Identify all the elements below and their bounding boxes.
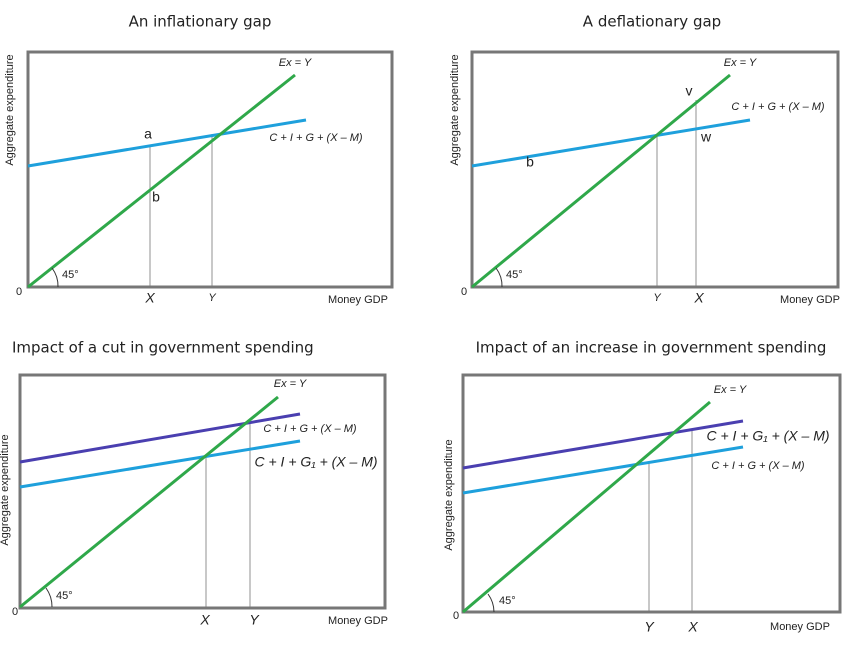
line-label: Ex = Y	[724, 57, 757, 69]
45-degree-line	[471, 73, 731, 289]
panel-title: Impact of an increase in government spen…	[476, 339, 827, 357]
expenditure-line	[471, 118, 751, 168]
point-label: b	[526, 154, 534, 170]
line-label: C + I + G + (X – M)	[711, 460, 805, 472]
panel: Impact of an increase in government spen…	[443, 339, 842, 635]
x-mark: Y	[653, 292, 661, 304]
x-mark: Y	[208, 292, 216, 304]
45-degree-line	[27, 73, 296, 289]
line-label: C + I + G₁ + (X – M)	[254, 454, 377, 470]
angle-label: 45°	[506, 269, 523, 281]
expenditure-line	[462, 445, 744, 495]
panel-title: A deflationary gap	[583, 13, 721, 31]
plot-frame	[18, 373, 387, 610]
x-axis-label: Money GDP	[328, 294, 388, 306]
line-label: C + I + G + (X – M)	[731, 101, 825, 113]
x-mark: X	[199, 612, 210, 628]
origin-label: 0	[12, 606, 18, 618]
angle-arc	[487, 593, 495, 613]
origin-label: 0	[461, 286, 467, 298]
x-axis-label: Money GDP	[780, 294, 840, 306]
angle-label: 45°	[62, 269, 79, 281]
plot-frame	[461, 373, 842, 614]
panel: Impact of a cut in government spending A…	[0, 339, 388, 628]
point-label: a	[144, 126, 152, 142]
origin-label: 0	[453, 610, 459, 622]
45-degree-line	[19, 395, 279, 609]
angle-label: 45°	[499, 595, 516, 607]
y-axis-label: Aggregate expenditure	[4, 54, 16, 165]
y-axis-label: Aggregate expenditure	[443, 439, 455, 550]
angle-arc	[45, 587, 53, 608]
line-label: C + I + G + (X – M)	[263, 423, 357, 435]
angle-arc	[51, 267, 59, 288]
x-mark: X	[687, 619, 698, 635]
panel: An inflationary gap Aggregate expenditur…	[4, 13, 394, 306]
line-label: Ex = Y	[714, 384, 747, 396]
x-axis-label: Money GDP	[770, 621, 830, 633]
45-degree-line	[462, 400, 711, 614]
plot-frame	[26, 50, 394, 289]
point-label: v	[686, 83, 693, 99]
expenditure-line	[19, 412, 301, 464]
panel-title: Impact of a cut in government spending	[12, 339, 314, 357]
x-mark: X	[693, 290, 704, 306]
expenditure-line	[27, 118, 307, 168]
line-label: Ex = Y	[274, 378, 307, 390]
line-label: Ex = Y	[279, 57, 312, 69]
x-mark: Y	[249, 612, 260, 628]
panel: A deflationary gap Aggregate expenditure…	[449, 13, 840, 306]
angle-label: 45°	[56, 590, 73, 602]
x-axis-label: Money GDP	[328, 615, 388, 627]
point-label: w	[700, 129, 712, 145]
y-axis-label: Aggregate expenditure	[449, 54, 461, 165]
point-label: b	[152, 189, 160, 205]
origin-label: 0	[16, 286, 22, 298]
panel-title: An inflationary gap	[129, 13, 272, 31]
y-axis-label: Aggregate expenditure	[0, 434, 11, 545]
x-mark: X	[144, 290, 155, 306]
x-mark: Y	[644, 619, 655, 635]
expenditure-line	[19, 439, 301, 489]
line-label: C + I + G + (X – M)	[269, 132, 363, 144]
angle-arc	[495, 267, 503, 288]
line-label: C + I + G₁ + (X – M)	[706, 428, 829, 444]
plot-frame	[470, 50, 840, 289]
expenditure-line	[462, 419, 744, 470]
